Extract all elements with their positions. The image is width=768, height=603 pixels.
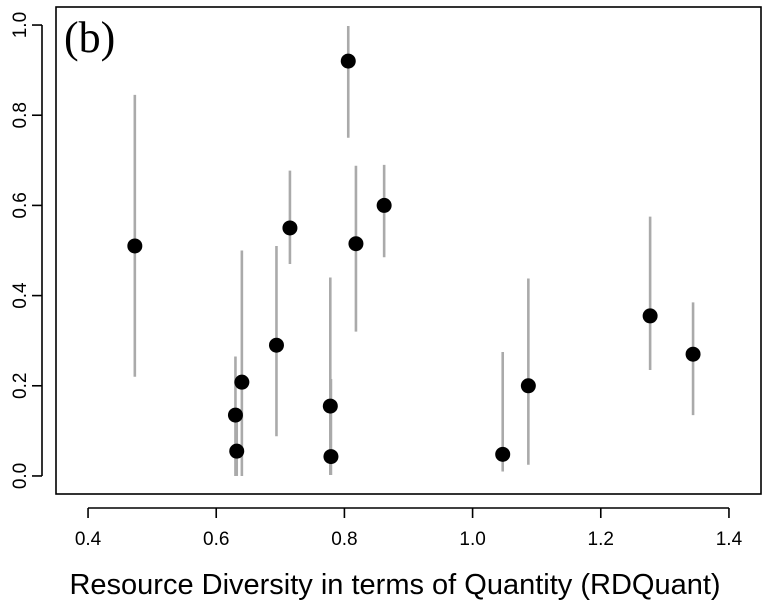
y-tick-label: 0.4 — [10, 282, 31, 309]
data-point — [495, 446, 511, 462]
data-point — [229, 443, 245, 459]
error-bars — [133, 25, 695, 476]
x-tick-label: 1.4 — [716, 529, 743, 550]
x-axis-title: Resource Diversity in terms of Quantity … — [69, 569, 720, 601]
data-point — [323, 449, 339, 465]
data-point — [227, 407, 243, 423]
data-point — [340, 53, 356, 69]
panel-label: (b) — [64, 13, 115, 62]
y-tick-label: 0.6 — [10, 192, 31, 218]
data-point — [642, 308, 658, 324]
data-point — [268, 337, 284, 353]
x-tick-label: 0.6 — [203, 529, 229, 550]
y-axis: 0.0 0.2 0.4 0.6 0.8 1.0 — [10, 12, 43, 489]
x-tick-label: 0.4 — [75, 529, 102, 550]
data-point — [127, 238, 143, 254]
data-point — [348, 236, 364, 252]
data-point — [685, 346, 701, 362]
y-tick-label: 0.8 — [10, 102, 31, 128]
data-point — [282, 220, 298, 236]
data-point — [520, 378, 536, 394]
data-point — [234, 374, 250, 390]
x-tick-label: 1.0 — [459, 529, 485, 550]
data-point — [376, 197, 392, 213]
y-tick-label: 0.2 — [10, 373, 31, 399]
data-point — [322, 398, 338, 414]
y-tick-label: 0.0 — [10, 463, 31, 489]
x-tick-label: 0.8 — [331, 529, 357, 550]
x-tick-label: 1.2 — [588, 529, 614, 550]
x-axis: 0.4 0.6 0.8 1.0 1.2 1.4 — [75, 507, 743, 550]
data-points — [127, 53, 701, 465]
y-tick-label: 1.0 — [10, 12, 31, 38]
plot-frame — [55, 6, 762, 495]
